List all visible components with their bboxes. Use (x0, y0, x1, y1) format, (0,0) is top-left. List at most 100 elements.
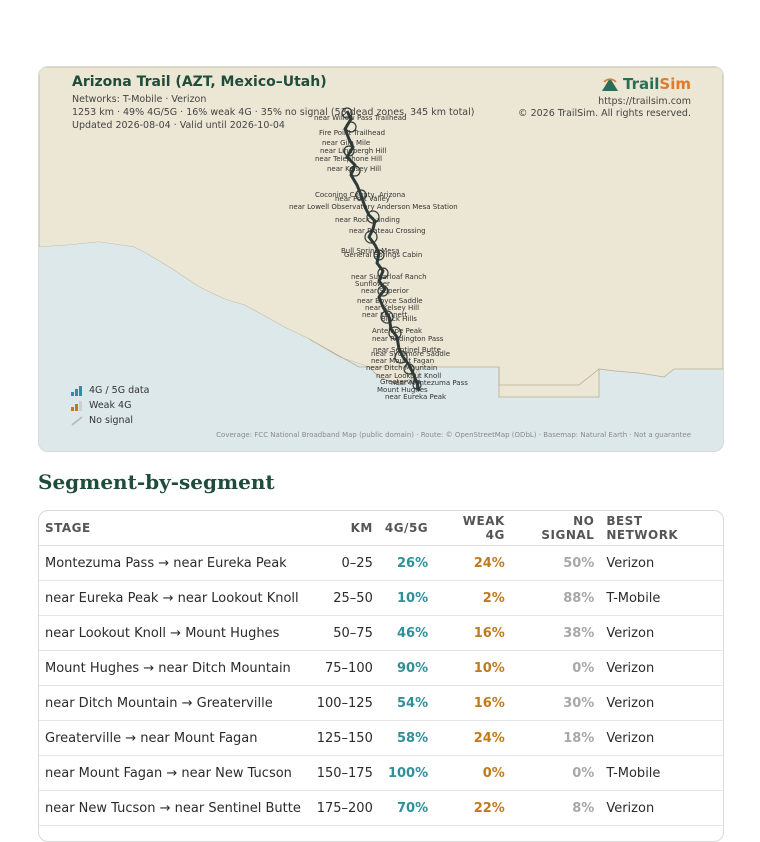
weak-coverage-cell: 16% (434, 615, 511, 651)
place-label: near Kelsey Hill (365, 304, 419, 312)
table-row[interactable]: Montezuma Pass → near Eureka Peak 0–25 26%… (39, 545, 723, 581)
segments-table-card: STAGE KM 4G/5G WEAK 4G NO SIGNAL BEST NE… (38, 510, 724, 842)
place-label: Coconino County, Arizona (315, 191, 405, 199)
place-label: near Willow Pass Trailhead (314, 114, 406, 122)
place-label: near Gila Mile (322, 139, 370, 147)
good-coverage-cell: 58% (378, 720, 435, 756)
place-label: near Plateau Crossing (349, 227, 426, 235)
place-label: near Rock Landing (335, 216, 400, 224)
best-network-cell: Verizon (600, 720, 723, 756)
stage-cell: near Eureka Peak → near Lookout Knoll (39, 580, 307, 616)
table-row[interactable]: near Ditch Mountain → Greaterville 100–12… (39, 685, 723, 721)
km-cell: 125–150 (306, 720, 379, 756)
column-header-best-network[interactable]: BEST NETWORK (600, 511, 723, 546)
place-label: Greaterville (380, 378, 421, 386)
weak-coverage-cell: 16% (434, 685, 511, 721)
place-label: near Sugarloaf Ranch (351, 273, 427, 281)
place-label: near Mount Fagan (371, 357, 434, 365)
km-cell: 150–175 (306, 755, 379, 791)
route-markers (341, 107, 422, 390)
weak-coverage-cell: 24% (434, 720, 511, 756)
brand-name-part: Sim (659, 75, 691, 93)
column-header-good[interactable]: 4G/5G (378, 511, 435, 546)
good-coverage-cell: 100% (378, 755, 435, 791)
table-row[interactable]: near New Tucson → near Sentinel Butte 175… (39, 790, 723, 826)
stage-cell: near Lookout Knoll → Mount Hughes (39, 615, 307, 651)
weak-coverage-cell: 10% (434, 650, 511, 686)
brand-logo[interactable]: TrailSim (601, 75, 691, 93)
table-row[interactable]: Greaterville → near Mount Fagan 125–150 58… (39, 720, 723, 756)
best-network-cell: Verizon (600, 650, 723, 686)
stage-cell: Mount Hughes → near Ditch Mountain (39, 650, 307, 686)
good-coverage-cell: 46% (378, 615, 435, 651)
map-title: Arizona Trail (AZT, Mexico–Utah) (72, 74, 327, 90)
table-header-row: STAGE KM 4G/5G WEAK 4G NO SIGNAL BEST NE… (39, 511, 723, 546)
weak-coverage-cell: 22% (434, 790, 511, 826)
brand-url[interactable]: https://trailsim.com (598, 96, 691, 107)
place-label: General Springs Cabin (344, 251, 422, 259)
table-row[interactable]: near Eureka Peak → near Lookout Knoll 25–… (39, 580, 723, 616)
stage-cell: near New Tucson → near Sentinel Butte (39, 790, 307, 826)
place-label: near Superior (361, 287, 409, 295)
segments-table: STAGE KM 4G/5G WEAK 4G NO SIGNAL BEST NE… (39, 511, 723, 826)
no-signal-icon (71, 415, 83, 426)
good-coverage-cell: 54% (378, 685, 435, 721)
map-updated: Updated 2026-08-04 · Valid until 2026-10… (72, 120, 285, 131)
place-label: near Redington Pass (372, 335, 444, 343)
place-label: near Sentinel Butte (373, 346, 441, 354)
place-label: near Telephone Hill (315, 155, 382, 163)
no-signal-cell: 88% (510, 580, 601, 616)
stage-cell: Montezuma Pass → near Eureka Peak (39, 545, 307, 581)
coverage-map[interactable]: near Willow Pass Trailhead Fire Point Tr… (38, 66, 724, 452)
legend-item: 4G / 5G data (71, 383, 149, 398)
legend-item: No signal (71, 413, 149, 428)
place-label: Sunflower (355, 280, 390, 288)
legend-label: Weak 4G (89, 400, 132, 411)
place-label: near Kelsey Hill (327, 165, 381, 173)
border-line (308, 338, 420, 385)
table-row[interactable]: Mount Hughes → near Ditch Mountain 75–100… (39, 650, 723, 686)
map-canvas[interactable]: near Willow Pass Trailhead Fire Point Tr… (39, 67, 723, 451)
column-header-stage[interactable]: STAGE (39, 511, 307, 546)
segments-title: Segment-by-segment (38, 470, 275, 494)
best-network-cell: Verizon (600, 790, 723, 826)
brand-name-part: Trail (623, 75, 660, 93)
best-network-cell: Verizon (600, 545, 723, 581)
km-cell: 0–25 (306, 545, 379, 581)
brand-name: TrailSim (623, 75, 691, 93)
place-label: Antelope Peak (372, 327, 423, 335)
stage-cell: near Mount Fagan → near New Tucson (39, 755, 307, 791)
place-labels: near Willow Pass Trailhead Fire Point Tr… (289, 114, 468, 401)
no-signal-cell: 50% (510, 545, 601, 581)
map-attribution: Coverage: FCC National Broadband Map (pu… (216, 431, 691, 439)
best-network-cell: Verizon (600, 615, 723, 651)
km-cell: 175–200 (306, 790, 379, 826)
segments-table-body: Montezuma Pass → near Eureka Peak 0–25 26%… (39, 545, 723, 826)
table-row[interactable]: near Lookout Knoll → Mount Hughes 50–75 46… (39, 615, 723, 651)
no-signal-cell: 30% (510, 685, 601, 721)
place-label: Black Hills (381, 315, 417, 323)
table-row[interactable]: near Mount Fagan → near New Tucson 150–17… (39, 755, 723, 791)
legend-item: Weak 4G (71, 398, 149, 413)
no-signal-cell: 0% (510, 650, 601, 686)
gulf-water (39, 242, 369, 451)
good-coverage-cell: 90% (378, 650, 435, 686)
signal-bars-icon (71, 385, 83, 396)
place-label: near Lookout Knoll (376, 372, 441, 380)
brand-copyright: © 2026 TrailSim. All rights reserved. (518, 108, 691, 119)
place-label: Mount Hughes (377, 386, 428, 394)
place-label: near Lindbergh Hill (320, 147, 387, 155)
column-header-weak[interactable]: WEAK 4G (434, 511, 511, 546)
place-label: near Boyce Saddle (357, 297, 423, 305)
border-line-east (498, 367, 600, 386)
no-signal-cell: 18% (510, 720, 601, 756)
weak-signal-icon (71, 400, 83, 411)
trailsim-logo-icon (602, 78, 619, 91)
good-coverage-cell: 70% (378, 790, 435, 826)
place-label: near Eureka Peak (385, 393, 447, 401)
column-header-km[interactable]: KM (306, 511, 379, 546)
column-header-none[interactable]: NO SIGNAL (510, 511, 601, 546)
map-networks: Networks: T-Mobile · Verizon (72, 94, 207, 105)
place-label: near Sycamore Saddle (371, 350, 450, 358)
trail-route (343, 110, 421, 392)
